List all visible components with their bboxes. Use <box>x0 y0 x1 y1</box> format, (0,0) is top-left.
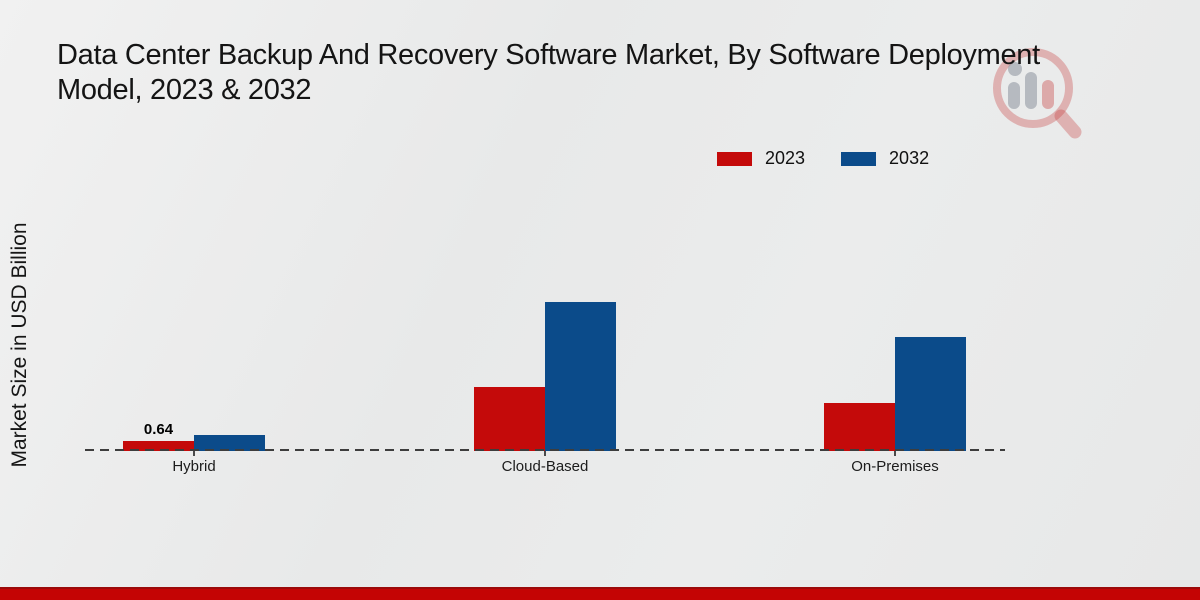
mrfr-logo-watermark-icon <box>993 48 1082 139</box>
category-label-on-premises: On-Premises <box>851 458 939 475</box>
bottom-accent-bar <box>0 587 1200 600</box>
page-title-line-1: Data Center Backup And Recovery Software… <box>57 39 1040 71</box>
axis-tick-cloud-based <box>544 451 546 456</box>
legend: 2023 2032 <box>717 148 929 169</box>
category-label-hybrid: Hybrid <box>172 458 216 475</box>
bar-2023-hybrid <box>123 441 194 451</box>
legend-swatch-2032 <box>841 151 877 166</box>
bar-2032-on-premises <box>895 337 966 451</box>
bar-value-label: 0.64 <box>143 421 174 439</box>
page-title-line-2: Model, 2023 & 2032 <box>57 74 312 106</box>
bar-2032-cloud-based <box>545 302 616 451</box>
bar-2023-cloud-based <box>474 387 545 451</box>
bar-2032-hybrid <box>194 435 265 451</box>
legend-label-2023: 2023 <box>765 148 806 168</box>
legend-item-2032: 2032 <box>841 148 929 169</box>
legend-label-2032: 2032 <box>889 148 930 168</box>
bar-2023-on-premises <box>824 403 895 451</box>
legend-item-2023: 2023 <box>717 148 805 169</box>
axis-tick-on-premises <box>894 451 896 456</box>
axis-tick-hybrid <box>193 451 195 456</box>
page-title: Data Center Backup And Recovery Software… <box>57 38 1197 108</box>
category-label-cloud-based: Cloud-Based <box>501 458 589 475</box>
y-axis-label: Market Size in USD Billion <box>8 222 31 468</box>
x-axis-baseline <box>85 449 1005 451</box>
legend-swatch-2023 <box>717 151 752 166</box>
